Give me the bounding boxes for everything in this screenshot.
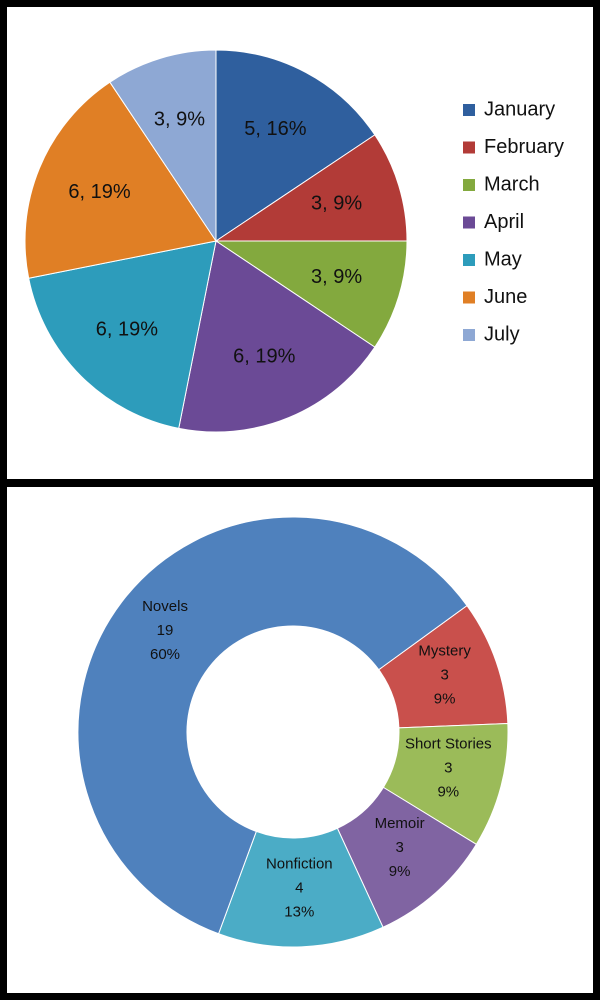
pie-data-label-july: 3, 9% — [154, 109, 205, 131]
legend-swatch-march — [463, 179, 475, 191]
pie-slice-may — [28, 240, 217, 429]
pie-slice-march — [214, 240, 408, 348]
legend-swatch-february — [463, 141, 475, 154]
doughnut-data-label-memoir: Memoir 3 9% — [375, 815, 425, 880]
legend-label-july: July — [484, 323, 520, 345]
legend-swatch-may — [463, 254, 475, 266]
pie-data-label-april: 6, 19% — [233, 346, 295, 368]
doughnut-chart-panel: Mystery 3 9% Short Stories 3 9% Memoir 3 9% Nonfi… — [7, 487, 593, 993]
legend-label-june: June — [484, 286, 527, 308]
legend-label-january: January — [484, 98, 555, 120]
legend-swatch-january — [463, 104, 475, 116]
doughnut-data-label-novels: Novels 19 60% — [142, 598, 188, 663]
pie-slice-april — [178, 240, 376, 433]
pie-data-label-may: 6, 19% — [96, 318, 158, 340]
pie-slice-january — [215, 49, 376, 242]
doughnut-data-label-mystery: Mystery 3 9% — [418, 642, 471, 707]
legend-label-april: April — [484, 211, 524, 233]
pie-data-label-february: 3, 9% — [311, 193, 362, 215]
legend-swatch-april — [463, 216, 475, 229]
doughnut-data-label-short-stories: Short Stories 3 9% — [405, 736, 492, 801]
legend-label-march: March — [484, 173, 540, 195]
legend-label-may: May — [484, 248, 522, 270]
doughnut-chart: Mystery 3 9% Short Stories 3 9% Memoir 3 9% Nonfi… — [77, 516, 509, 948]
pie-slice-february — [214, 134, 408, 242]
pie-chart: 5, 16%3, 9%3, 9%6, 19%6, 19%6, 19%3, 9% … — [24, 49, 564, 433]
legend-swatch-july — [463, 329, 475, 341]
doughnut-slice-novels — [77, 516, 468, 935]
legend-swatch-june — [463, 291, 475, 304]
pie-data-label-june: 6, 19% — [68, 181, 130, 203]
pie-slice-july — [109, 49, 217, 243]
pie-data-label-january: 5, 16% — [244, 118, 306, 140]
legend-label-february: February — [484, 136, 564, 158]
doughnut-data-label-nonfiction: Nonfiction 4 13% — [266, 855, 333, 920]
pie-chart-panel: 5, 16% 3, 9% 3, 9% 6, 19% 6, 19% 6, 19% 3, 9% … — [7, 7, 593, 479]
pie-slice-june — [24, 81, 217, 279]
pie-data-label-march: 3, 9% — [311, 266, 362, 288]
